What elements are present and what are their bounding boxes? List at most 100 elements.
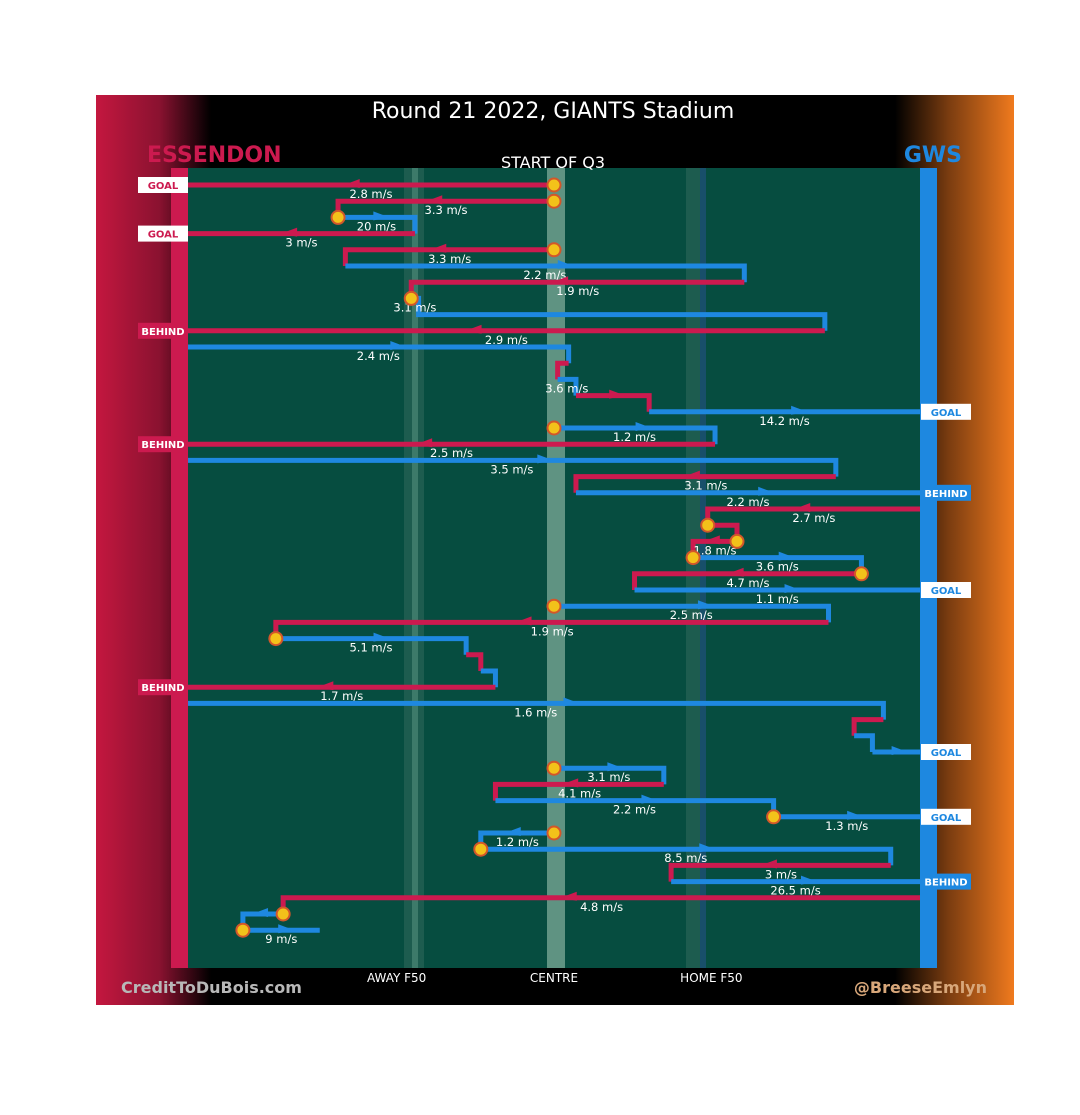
x-tick-label: AWAY F50 [367,971,426,985]
chain-path [575,393,652,412]
speed-label: 4.1 m/s [558,786,601,800]
chain-arrow [465,324,482,334]
chain-arrow [699,843,716,853]
chain-arrow [317,681,334,691]
speed-label: 3.6 m/s [545,381,588,395]
chain-arrow [778,551,795,561]
chain-arrow [635,422,652,431]
speed-label: 3.1 m/s [393,300,436,314]
chain-start-marker [546,193,562,209]
result-label: BEHIND [141,683,184,694]
chain-arrow [791,405,808,415]
speed-label: 2.5 m/s [670,608,713,622]
chain-arrow [552,276,569,286]
speed-label: 1.8 m/s [694,543,737,557]
result-badge [921,403,971,420]
result-label: GOAL [931,408,962,419]
speed-label: 4.7 m/s [726,576,769,590]
result-badge [138,436,188,453]
gws-goal-bar [920,168,937,968]
chain-arrow [703,535,720,545]
result-label: GOAL [148,230,179,241]
chain-arrow [416,438,433,448]
chain-arrow [847,810,864,820]
result-label: GOAL [148,181,179,192]
chain-start-marker [546,825,562,841]
chain-arrow [697,600,714,610]
chain-arrow [760,859,777,869]
chain-path [188,344,572,364]
chain-arrow [343,179,360,188]
chain-arrow [430,243,447,253]
speed-label: 3 m/s [285,236,317,250]
result-badge [921,808,971,825]
chain-arrow [607,762,624,772]
chain-path [555,360,569,380]
chain-path [554,603,831,623]
possession-chains: 2.8 m/s 3.3 m/s 20 m/s 3 m/s 3.3 m/s 2.2 m/s 1… [188,177,920,946]
speed-label: 4.8 m/s [580,900,623,914]
speed-label: 3.1 m/s [587,770,630,784]
chain-arrow [562,778,579,788]
chain-start-marker [546,177,562,193]
speed-label: 2.5 m/s [430,446,473,460]
speed-label: 3 m/s [765,867,797,881]
speed-label: 14.2 m/s [759,414,809,428]
chain-arrow [683,470,700,480]
chain-path [492,781,664,801]
speed-label: 2.2 m/s [726,495,769,509]
chain-path [480,846,894,866]
speed-label: 2.4 m/s [357,349,400,363]
chain-arrow [609,389,626,399]
speed-label: 2.2 m/s [523,268,566,282]
chain-start-marker [235,922,251,938]
speed-label: 2.7 m/s [792,511,835,525]
chain-arrow [426,195,443,205]
speed-label: 1.9 m/s [531,624,574,638]
speed-label: 1.7 m/s [320,689,363,703]
speed-label: 2.9 m/s [485,333,528,347]
speed-label: 3.3 m/s [425,203,468,217]
chain-path [188,457,839,477]
x-axis-ticks: AWAY F50 CENTRE HOME F50 [367,971,743,985]
result-label: BEHIND [141,440,184,451]
chain-start-marker [546,420,562,436]
chain-path [338,214,418,234]
chain-start-marker [700,517,716,533]
chain-arrow [515,616,532,626]
speed-label: 8.5 m/s [664,851,707,865]
speed-label: 2.8 m/s [349,187,392,201]
chain-arrow [557,260,574,269]
away-f50-line [412,168,418,968]
speed-label: 1.9 m/s [556,284,599,298]
speed-label: 2.2 m/s [613,803,656,817]
speed-label: 5.1 m/s [349,641,392,655]
result-label: BEHIND [141,327,184,338]
chain-start-marker [546,760,562,776]
chain-start-marker [853,566,869,582]
chain-start-marker [685,550,701,566]
chain-arrow [278,924,295,934]
team-right-label: GWS [904,143,962,168]
chain-start-marker [268,631,284,647]
chain-path [342,247,554,266]
speed-label: 26.5 m/s [770,884,820,898]
chain-arrow [537,454,554,464]
result-label: BEHIND [924,489,967,500]
chain-path [854,733,875,752]
speed-label: 3.3 m/s [428,252,471,266]
chain-arrow [373,211,390,221]
chart-subtitle: START OF Q3 [501,153,605,172]
speed-label: 1.3 m/s [825,819,868,833]
chain-arrow [252,908,269,917]
chart-title: Round 21 2022, GIANTS Stadium [372,99,735,124]
chain-path [345,263,747,283]
result-badge [138,225,188,242]
chain-arrow [563,697,580,707]
chain-start-marker [766,809,782,825]
chain-arrow [891,746,908,755]
result-badge [921,744,971,760]
chain-arrow [504,827,521,836]
speed-label: 9 m/s [265,932,297,946]
chain-path [632,571,862,590]
